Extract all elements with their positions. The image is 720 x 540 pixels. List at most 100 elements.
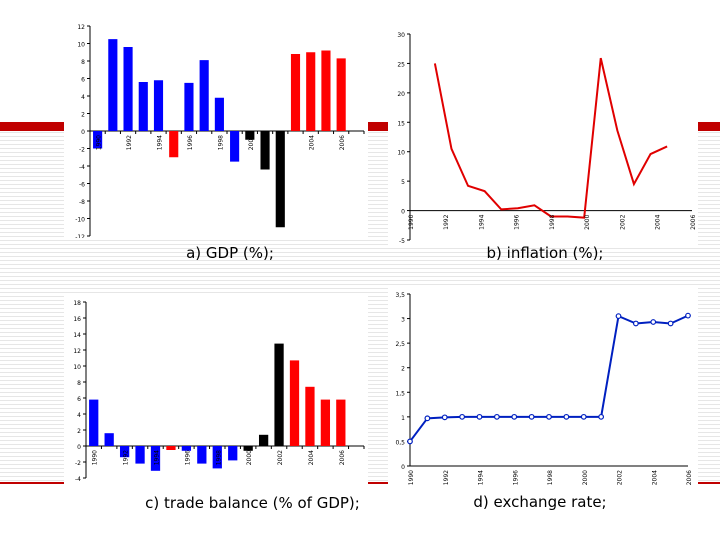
y-tick-label: 5: [401, 179, 405, 186]
x-tick-label: 1994: [154, 450, 161, 465]
bar-1993: [135, 446, 145, 464]
x-tick-label: 2006: [339, 450, 346, 465]
y-tick-label: -4: [75, 476, 81, 483]
y-tick-label: 10: [73, 364, 81, 371]
y-tick-label: 10: [397, 150, 405, 157]
point-1993: [459, 413, 466, 420]
x-tick-label: 1996: [187, 135, 194, 150]
caption-exchange: d) exchange rate;: [473, 493, 607, 511]
gdp-chart: 12 10 8 6 4 2 0 -2 -4 -6 -8 -10 -12 1990 1992 1994 1996 1…: [75, 24, 365, 238]
bar-2004: [305, 386, 315, 446]
bar-1998: [212, 446, 222, 469]
x-tick-label: 1990: [92, 450, 99, 465]
point-1999: [563, 413, 570, 420]
bar-1990: [93, 131, 103, 149]
x-tick-label: 2006: [690, 214, 697, 229]
bar-2002: [274, 343, 284, 446]
bar-1991: [104, 433, 114, 446]
x-tick-label: 2004: [309, 135, 316, 150]
point-1992: [441, 414, 448, 421]
x-tick-label: 1998: [215, 450, 222, 465]
y-tick-label: 10: [77, 42, 85, 49]
point-2004: [650, 319, 657, 325]
x-tick-label: 2000: [584, 214, 591, 229]
y-tick-label: 0: [401, 464, 405, 471]
point-2006: [685, 312, 691, 319]
bar-1997: [199, 60, 209, 131]
y-tick-label: -2: [75, 460, 81, 467]
x-tick-label: 1994: [478, 470, 485, 485]
x-tick-label: 1992: [443, 214, 450, 229]
y-tick-label: 1,5: [395, 390, 405, 397]
y-tick-label: 0: [77, 444, 81, 451]
x-tick-label: 1996: [184, 450, 191, 465]
point-2001: [598, 413, 605, 420]
bar-1990: [89, 399, 99, 446]
bar-2001: [258, 434, 269, 446]
point-2000: [580, 413, 587, 420]
bar-2000: [243, 446, 253, 451]
bar-2003: [289, 360, 300, 446]
bar-2000: [245, 131, 255, 140]
y-tick-label: 1: [401, 415, 405, 422]
x-tick-label: 2002: [277, 450, 284, 465]
bar-1996: [181, 446, 192, 451]
bar-2003: [290, 54, 301, 131]
bar-2006: [336, 399, 346, 446]
bar-2005: [320, 399, 331, 446]
caption-gdp: a) GDP (%);: [186, 244, 274, 262]
y-tick-label: 2,5: [395, 341, 405, 348]
point-2002: [615, 313, 622, 320]
y-tick-label: 6: [81, 77, 85, 84]
y-tick-label: 6: [77, 396, 81, 403]
x-tick-label: 1990: [96, 135, 103, 150]
y-tick-label: 0,5: [395, 439, 405, 446]
y-tick-label: 4: [81, 94, 85, 101]
point-1995: [493, 413, 500, 420]
y-tick-label: 2: [81, 112, 85, 119]
x-tick-label: 1994: [479, 214, 486, 229]
y-tick-label: 12: [73, 348, 81, 355]
y-tick-label: 0: [401, 209, 405, 216]
trade-balance-chart: 18 16 14 12 10 8 6 4 2 0 -2 -4 1990 1992 1994 1996 1998 2…: [73, 300, 365, 483]
y-tick-label: -10: [75, 217, 85, 224]
x-tick-label: 1998: [549, 214, 556, 229]
point-2005: [667, 320, 674, 327]
y-tick-label: 25: [397, 61, 405, 68]
bar-1992: [119, 446, 130, 458]
y-tick-label: 18: [73, 300, 81, 307]
x-tick-label: 2000: [246, 450, 253, 465]
x-tick-label: 1992: [126, 135, 133, 150]
bar-1991: [108, 39, 118, 131]
bar-1994: [150, 446, 161, 471]
bar-1999: [230, 131, 240, 162]
caption-inflation: b) inflation (%);: [486, 244, 604, 262]
x-tick-label: 1992: [443, 470, 450, 485]
trade-chart-panel: 18 16 14 12 10 8 6 4 2 0 -2 -4 1990 1992 1994 1996 1998 2…: [64, 296, 368, 486]
gdp-chart-panel: 12 10 8 6 4 2 0 -2 -4 -6 -8 -10 -12 1990 1992 1994 1996 1…: [64, 20, 368, 238]
point-1998: [546, 413, 552, 420]
bar-1999: [228, 446, 238, 461]
caption-trade: c) trade balance (% of GDP);: [145, 494, 360, 512]
inflation-chart-panel: 30 25 20 15 10 5 0 -5 1990 1992 1994 1996 1998 2000 20…: [388, 26, 698, 248]
bar-1993: [138, 82, 148, 131]
y-tick-label: -6: [79, 182, 85, 189]
x-tick-label: 1998: [217, 135, 224, 150]
series-line: [409, 314, 689, 443]
point-1990: [407, 438, 413, 445]
point-1997: [528, 413, 535, 420]
bar-1995: [166, 446, 176, 450]
x-tick-label: 1990: [408, 470, 415, 485]
x-tick-label: 2004: [308, 450, 315, 465]
y-tick-label: 4: [77, 412, 81, 419]
bar-1996: [184, 82, 194, 131]
bar-1994: [153, 80, 164, 131]
x-tick-label: 2006: [339, 135, 346, 150]
y-tick-label: 20: [397, 91, 405, 98]
x-tick-label: 1996: [514, 214, 521, 229]
x-tick-label: 2000: [582, 470, 589, 485]
y-tick-label: -12: [75, 234, 85, 238]
bar-2002: [275, 131, 285, 228]
y-tick-label: 2: [77, 428, 81, 435]
